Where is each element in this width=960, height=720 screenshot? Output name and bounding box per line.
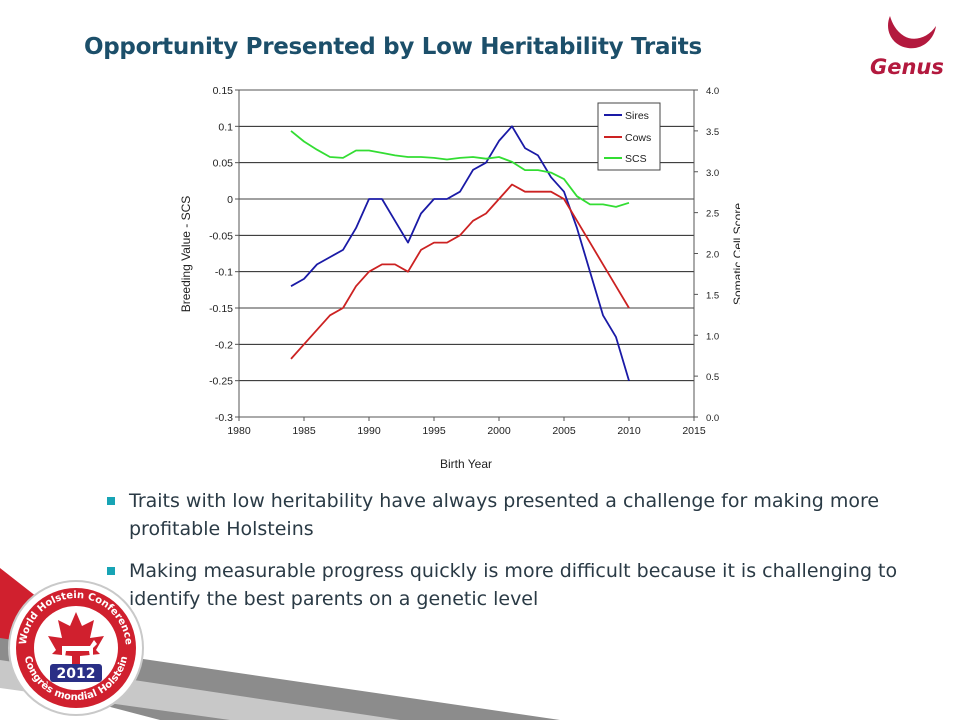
right-tick-label: 1.0 [706,331,719,342]
bullet-list: Traits with low heritability have always… [105,487,935,627]
bullet-item: Traits with low heritability have always… [105,487,935,543]
left-tick-label: -0.3 [215,412,233,424]
left-tick-label: -0.1 [215,267,233,279]
bullet-item: Making measurable progress quickly is mo… [105,557,935,613]
genus-logo-crescent [888,16,936,49]
left-tick-label: -0.25 [209,376,233,388]
right-tick-label: 3.0 [706,168,719,179]
cow-icon [62,640,97,657]
right-tick-label: 2.5 [706,209,719,220]
x-tick-label: 1990 [357,425,381,437]
x-tick-label: 2005 [552,425,576,437]
x-tick-label: 2015 [682,425,706,437]
left-tick-label: 0.15 [213,85,234,97]
genus-logo-text: Genus [870,55,944,79]
series-line-sires [290,125,630,381]
legend-label-cows: Cows [625,132,651,144]
footer-decoration: World Holstein Conference Congrès mondia… [0,568,560,720]
x-tick-label: 1985 [292,425,316,437]
y-axis-label-right: Somatic Cell Score [731,203,740,305]
badge-year-ribbon [50,664,102,682]
series-line-scs [290,130,630,208]
y-axis-label-left: Breeding Value - SCS [179,196,193,313]
left-tick-label: -0.15 [209,303,233,315]
x-axis-label: Birth Year [440,457,492,471]
series-line-cows [290,183,630,360]
left-axis-ticks: 0.15 0.1 0.05 0 -0.05 -0.1 -0.15 -0.2 -0.25 -0.3 [209,85,239,424]
legend-label-sires: Sires [625,110,649,122]
chart: 0.150.10.050-0.05-0.1-0.15-0.2-0.25-0.3 … [179,85,740,471]
legend-label-scs: SCS [625,153,647,165]
genus-logo: Genus [870,16,944,79]
left-tick-label: 0 [227,194,233,206]
chart-series [290,125,630,381]
square-bullet-icon [107,497,115,505]
right-tick-label: 4.0 [706,86,719,97]
bullet-text: Making measurable progress quickly is mo… [129,560,898,610]
right-axis-ticks: 4.0 3.5 3.0 2.5 2.0 1.5 1.0 0.5 0.0 [694,86,719,424]
right-tick-label: 2.0 [706,250,719,261]
x-tick-label: 1995 [422,425,446,437]
right-tick-label: 3.5 [706,127,719,138]
x-tick-label: 1980 [227,425,251,437]
slide-title: Opportunity Presented by Low Heritabilit… [84,34,702,60]
left-tick-label: 0.05 [213,158,234,170]
right-tick-label: 0.5 [706,372,719,383]
badge-year: 2012 [57,666,96,682]
conference-badge: World Holstein Conference Congrès mondia… [8,580,144,716]
right-tick-label: 0.0 [706,413,719,424]
x-tick-label: 2000 [487,425,511,437]
square-bullet-icon [107,567,115,575]
right-tick-label: 1.5 [706,290,719,301]
x-axis-ticks: 1980 1985 1990 1995 2000 2005 2010 2015 [227,417,706,437]
left-tick-label: -0.2 [215,339,233,351]
x-tick-label: 2010 [617,425,641,437]
legend: Sires Cows SCS [597,102,661,171]
left-tick-label: 0.1 [218,121,233,133]
left-tick-label: -0.05 [209,230,233,242]
bullet-text: Traits with low heritability have always… [129,490,880,540]
